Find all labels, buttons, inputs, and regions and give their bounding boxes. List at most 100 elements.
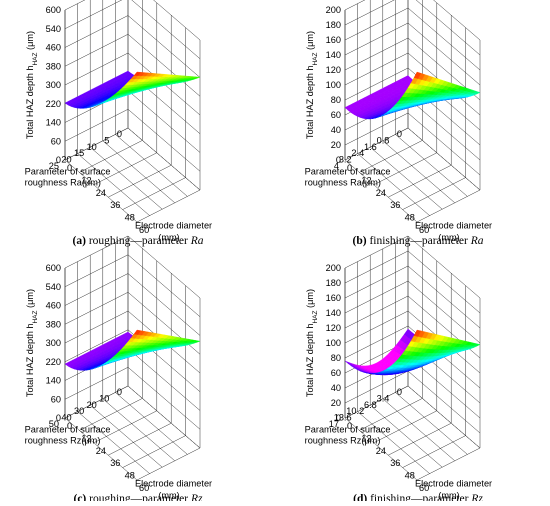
z-tick-label: 460 <box>46 43 61 53</box>
x-gridline <box>137 40 200 222</box>
z-axis-label-unit: (μm) <box>25 289 35 311</box>
z-tick-label: 380 <box>46 61 61 71</box>
panel-caption: (c) roughing—parameter Rz <box>73 493 203 501</box>
z-tick-label: 100 <box>326 338 341 348</box>
x-gridline <box>108 273 171 455</box>
z-tick-label: 200 <box>326 263 341 273</box>
y-tick-label: 3.2 <box>339 155 352 165</box>
y-tick-label: 0.8 <box>377 135 390 145</box>
x-gridline <box>108 15 171 197</box>
z-tick-label: 160 <box>326 35 341 45</box>
y-axis-label-line: Parameter of surface <box>305 424 391 434</box>
surface-patch <box>345 361 352 365</box>
axes-grid <box>65 0 200 222</box>
z-gridline <box>345 0 480 55</box>
y-tick-label: 0 <box>117 387 122 397</box>
y-tick-label: 20 <box>61 155 71 165</box>
z-axis-label: Total HAZ depth hHAZ (μm) <box>25 289 39 397</box>
surface <box>65 330 200 370</box>
z-gridline <box>65 109 200 171</box>
y-gridline <box>103 0 175 203</box>
y-tick-label: 30 <box>74 406 84 416</box>
panel-caption: (b) finishing—parameter Ra <box>353 235 484 247</box>
z-tick-label: 40 <box>331 383 341 393</box>
z-tick-label: 60 <box>51 136 61 146</box>
caption-text: finishing—parameter <box>367 493 471 501</box>
z-axis-label-unit: (μm) <box>305 31 315 53</box>
caption-param: Rz <box>470 493 483 501</box>
z-gridline <box>345 251 480 313</box>
panel-c: 0601402203003804605406000122436486050403… <box>25 236 212 501</box>
z-tick-label: 180 <box>326 278 341 288</box>
x-axis-label: Electrode diameter <box>135 221 212 231</box>
z-tick-label: 380 <box>46 319 61 329</box>
y-axis-label-line: roughness Rz(μm) <box>25 435 101 445</box>
y-tick-label: 0 <box>117 129 122 139</box>
z-tick-label: 140 <box>326 50 341 60</box>
z-tick-label: 180 <box>326 20 341 30</box>
z-gridline <box>345 23 480 85</box>
z-tick-label: 200 <box>326 5 341 15</box>
caption-text: roughing—parameter <box>86 493 191 501</box>
y-axis-label-line: Parameter of surface <box>25 424 111 434</box>
y-axis-label-line: roughness Ra(μm) <box>25 177 101 187</box>
y-tick-label: 0 <box>397 387 402 397</box>
z-tick-label: 140 <box>46 118 61 128</box>
x-gridline <box>417 40 480 222</box>
surface <box>65 71 200 108</box>
panel-caption: (a) roughing—parameter Ra <box>73 235 204 247</box>
y-tick-label: 40 <box>61 413 71 423</box>
z-tick-label: 20 <box>331 140 341 150</box>
y-gridline <box>115 0 187 196</box>
caption-param: Ra <box>470 235 484 247</box>
z-tick-label: 540 <box>46 282 61 292</box>
x-tick-label: 24 <box>96 446 106 456</box>
panel-b: 0204060801001201401601802000122436486043… <box>305 0 492 247</box>
x-tick-label: 48 <box>405 213 415 223</box>
z-axis-label: Total HAZ depth hHAZ (μm) <box>305 289 319 397</box>
y-gridline <box>90 0 162 209</box>
x-axis-label: Electrode diameter <box>135 479 212 489</box>
panel-a: 0601402203003804605406000122436486025201… <box>25 0 212 247</box>
z-tick-label: 300 <box>46 338 61 348</box>
z-tick-label: 600 <box>46 5 61 15</box>
z-tick-label: 300 <box>46 80 61 90</box>
z-tick-label: 540 <box>46 24 61 34</box>
y-tick-label: 20 <box>87 400 97 410</box>
z-tick-label: 40 <box>331 125 341 135</box>
y-gridline <box>128 0 200 190</box>
z-gridline <box>65 255 200 317</box>
z-axis-label: Total HAZ depth hHAZ (μm) <box>25 31 39 139</box>
y-axis-label-line: Parameter of surface <box>305 166 391 176</box>
surface <box>345 72 480 119</box>
y-tick-label: 5 <box>104 135 109 145</box>
y-tick-label: 1.6 <box>364 142 377 152</box>
z-tick-label: 120 <box>326 323 341 333</box>
y-tick-label: 15 <box>74 148 84 158</box>
z-tick-label: 220 <box>46 99 61 109</box>
x-tick-label: 48 <box>405 471 415 481</box>
y-axis-label-line: Parameter of surface <box>25 166 111 176</box>
y-tick-label: 0 <box>397 129 402 139</box>
y-tick-label: 6.8 <box>364 400 377 410</box>
x-tick-label: 48 <box>125 213 135 223</box>
x-gridline <box>403 28 466 210</box>
z-gridline <box>345 266 480 328</box>
x-tick-label: 24 <box>96 188 106 198</box>
z-tick-label: 120 <box>326 65 341 75</box>
caption-param: Rz <box>190 493 203 501</box>
z-tick-label: 60 <box>331 368 341 378</box>
z-gridline <box>65 367 200 429</box>
y-tick-label: 2.4 <box>351 148 364 158</box>
z-axis-label-subscript: HAZ <box>32 53 39 66</box>
y-tick-label: 3.4 <box>377 393 390 403</box>
panel-d: 0204060801001201401601802000122436486017… <box>305 236 492 501</box>
x-tick-label: 48 <box>125 471 135 481</box>
surface <box>345 329 480 375</box>
z-gridline <box>65 0 200 40</box>
z-tick-label: 160 <box>326 293 341 303</box>
x-gridline <box>123 286 186 468</box>
z-tick-label: 60 <box>51 394 61 404</box>
